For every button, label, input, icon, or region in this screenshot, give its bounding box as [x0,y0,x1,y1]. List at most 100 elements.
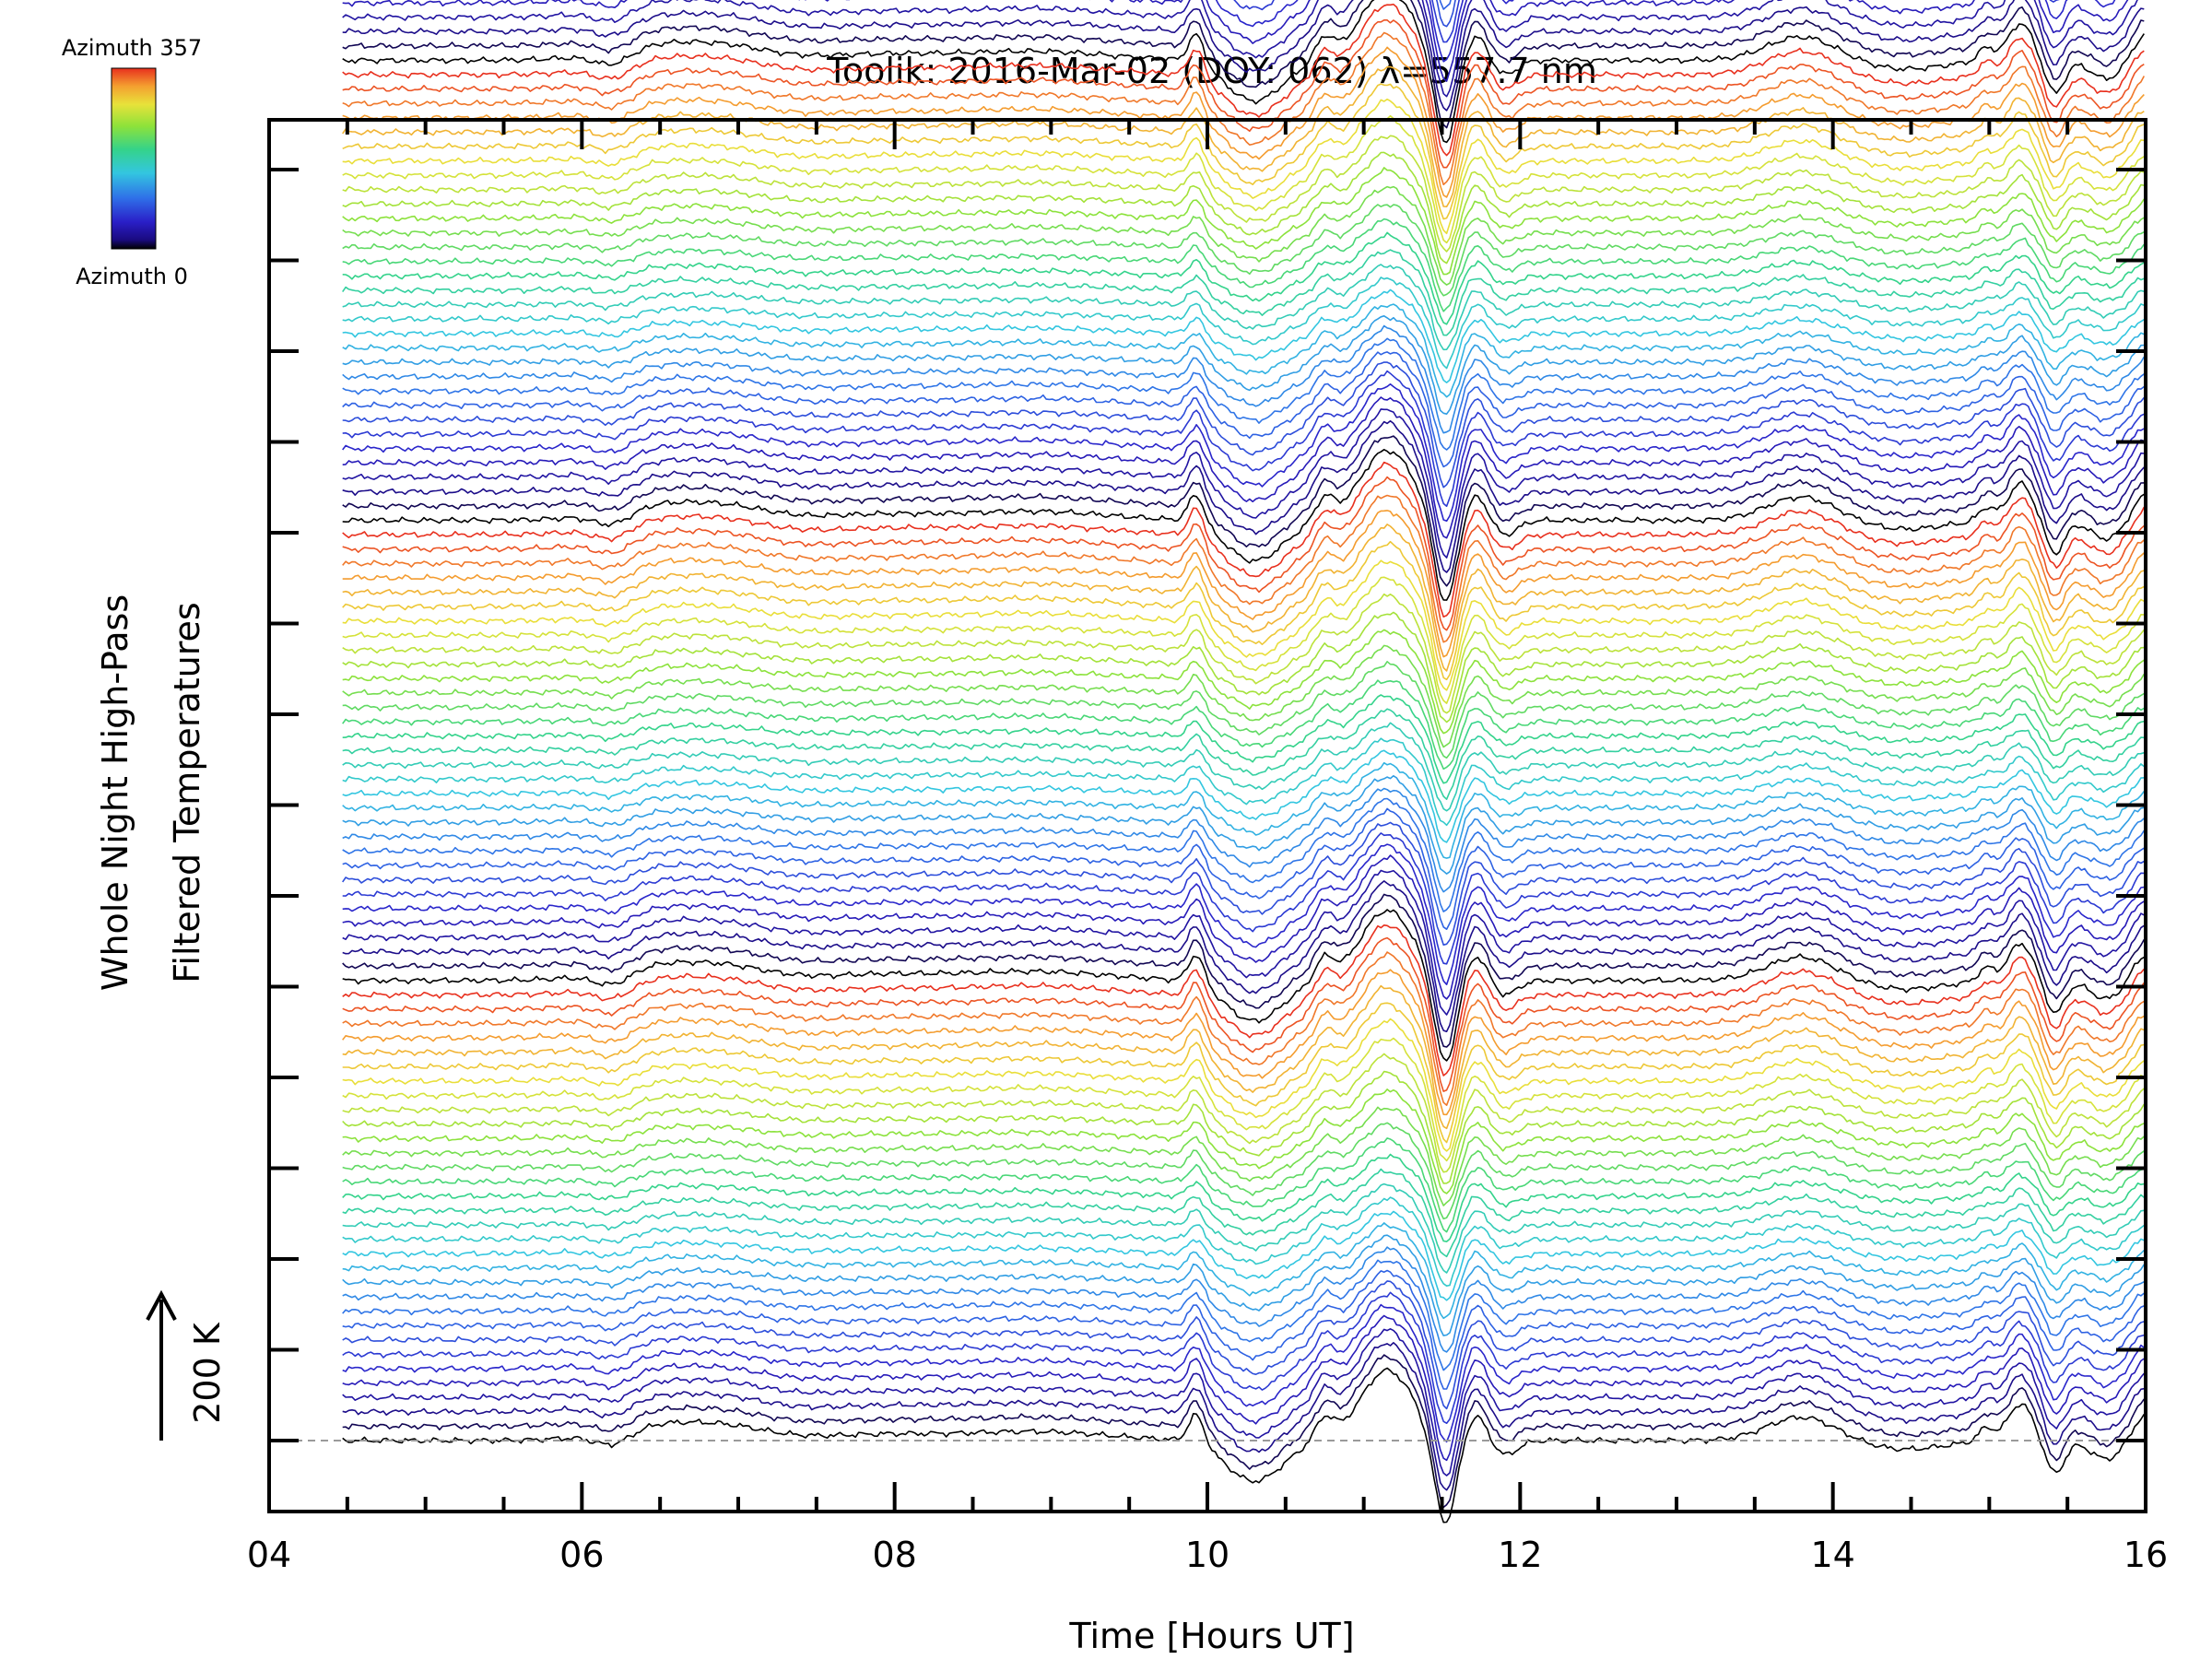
trace-line-azimuth-219 [342,1122,2145,1220]
trace-line-azimuth-242 [342,629,2145,735]
trace-line-azimuth-288 [342,1018,2145,1152]
trace-line-azimuth-81 [342,821,2145,946]
trace-line-azimuth-276 [342,1037,2145,1162]
trace-line-azimuth-173 [342,264,2145,351]
x-tick-label: 10 [1185,1535,1230,1575]
trace-line-azimuth-311 [342,65,2145,207]
trace-line-azimuth-127 [342,775,2145,875]
trace-line-azimuth-276 [342,114,2145,244]
trace-line-azimuth-276 [342,576,2145,704]
trace-line-azimuth-81 [342,361,2145,488]
trace-line-azimuth-12 [342,0,2145,129]
trace-line-azimuth-207 [342,1137,2145,1233]
trace-line-azimuth-184 [342,1168,2145,1258]
x-tick-label: 06 [559,1535,604,1575]
x-tick-label: 12 [1498,1535,1542,1575]
trace-line-azimuth-184 [342,708,2145,800]
trace-line-azimuth-138 [342,761,2145,859]
colorbar [111,67,157,250]
trace-line-azimuth-207 [342,218,2145,312]
trace-line-azimuth-184 [342,249,2145,336]
trace-line-azimuth-322 [342,510,2145,658]
trace-line-azimuth-242 [342,1088,2145,1194]
trace-line-azimuth-196 [342,1153,2145,1242]
trace-line-azimuth-92 [342,807,2145,930]
trace-line-azimuth-253 [342,151,2145,265]
trace-line-azimuth-104 [342,337,2145,451]
trace-line-azimuth-150 [342,288,2145,383]
trace-line-azimuth-207 [342,679,2145,771]
scale-arrow [146,1289,177,1441]
y-axis-label-line1: Whole Night High-Pass [95,594,135,991]
trace-line-azimuth-196 [342,231,2145,325]
x-tick-label: 04 [247,1535,291,1575]
chart-title: Toolik: 2016-Mar-02 (DOY: 062) λ=557.7 n… [826,51,1597,91]
trace-series-group [342,0,2146,1524]
trace-line-azimuth-0 [342,1367,2145,1524]
trace-line-azimuth-0 [342,449,2145,601]
trace-line-azimuth-69 [342,1291,2145,1424]
trace-line-azimuth-23 [342,1342,2145,1491]
trace-line-azimuth-0 [342,0,2145,144]
trace-line-azimuth-299 [342,1002,2145,1144]
trace-line-azimuth-12 [342,1354,2145,1509]
trace-line-azimuth-150 [342,749,2145,843]
colorbar-bottom-label: Azimuth 0 [76,264,188,289]
trace-line-azimuth-115 [342,324,2145,434]
trace-line-azimuth-311 [342,524,2145,672]
trace-line-azimuth-242 [342,167,2145,276]
trace-line-azimuth-115 [342,1246,2145,1353]
trace-line-azimuth-299 [342,540,2145,681]
trace-line-azimuth-23 [342,419,2145,573]
trace-line-azimuth-161 [342,1196,2145,1287]
trace-line-azimuth-345 [342,476,2145,631]
trace-line-azimuth-69 [1233,0,2060,43]
trace-line-azimuth-265 [342,135,2145,253]
axis-ticks [267,120,2147,1512]
trace-line-azimuth-230 [342,185,2145,286]
trace-line-azimuth-334 [342,31,2146,186]
trace-line-azimuth-127 [342,1234,2145,1336]
colorbar-top-label: Azimuth 357 [62,35,202,61]
trace-line-azimuth-92 [342,1269,2145,1390]
trace-line-azimuth-104 [342,797,2145,912]
trace-line-azimuth-69 [342,832,2145,965]
trace-line-azimuth-58 [342,843,2145,985]
x-tick-label: 16 [2124,1535,2168,1575]
trace-line-azimuth-345 [342,936,2145,1092]
trace-line-azimuth-35 [342,0,2138,98]
trace-line-azimuth-81 [342,1280,2145,1410]
trace-line-azimuth-357 [342,3,2145,157]
trace-line-azimuth-0 [342,909,2145,1062]
trace-line-azimuth-288 [342,559,2145,691]
trace-line-azimuth-127 [342,315,2145,415]
trace-line-azimuth-46 [342,0,2129,82]
trace-line-azimuth-138 [342,1222,2145,1320]
trace-line-azimuth-288 [342,98,2145,235]
trace-line-azimuth-357 [342,924,2145,1077]
trace-line-azimuth-322 [342,969,2145,1116]
trace-line-azimuth-345 [342,19,2145,169]
trace-line-azimuth-104 [342,1259,2145,1371]
trace-line-azimuth-196 [342,694,2145,784]
trace-line-azimuth-311 [342,984,2145,1130]
trace-line-azimuth-58 [342,1303,2145,1443]
x-tick-label: 14 [1810,1535,1854,1575]
trace-line-azimuth-334 [342,951,2145,1106]
trace-line-azimuth-265 [342,1053,2145,1173]
trace-line-azimuth-161 [342,276,2145,370]
trace-line-azimuth-253 [342,611,2145,724]
plot-frame [267,118,2147,1513]
trace-line-azimuth-230 [342,644,2145,748]
trace-line-azimuth-58 [1215,0,2116,63]
trace-line-azimuth-219 [342,661,2145,759]
trace-line-azimuth-35 [342,408,2145,559]
trace-line-azimuth-46 [342,1314,2145,1462]
x-axis-label: Time [Hours UT] [1068,1616,1354,1656]
trace-line-azimuth-138 [342,303,2145,398]
trace-line-azimuth-219 [342,204,2145,297]
trace-line-azimuth-35 [342,1328,2145,1477]
scale-bar-label: 200 K [187,1322,228,1424]
trace-line-azimuth-23 [342,880,2145,1032]
trace-line-azimuth-357 [342,461,2146,618]
